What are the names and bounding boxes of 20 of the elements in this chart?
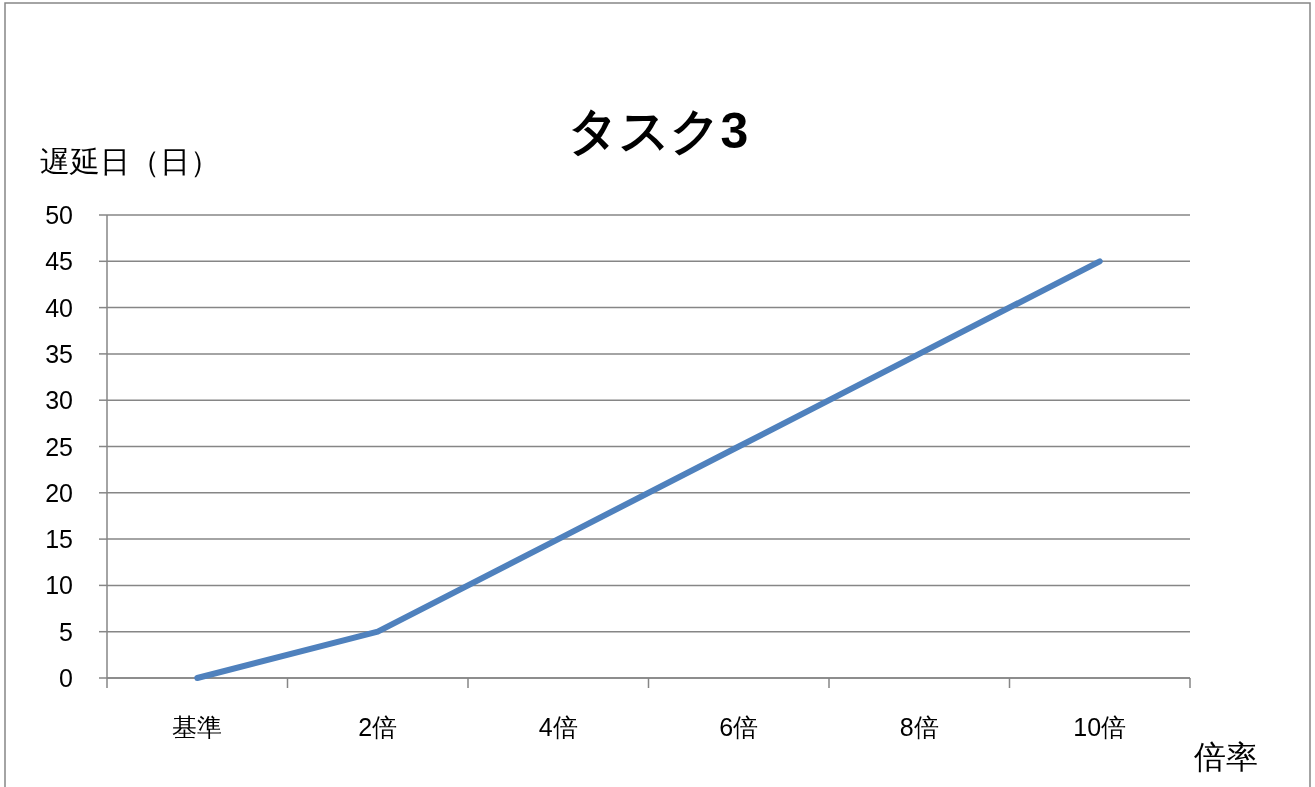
ylabel: 遅延日（日） (40, 145, 220, 178)
ytick: 35 (45, 339, 73, 368)
title: タスク3 (567, 103, 749, 159)
ytick: 20 (45, 478, 73, 507)
ytick: 40 (45, 293, 73, 322)
ytick: 0 (59, 664, 73, 692)
xtick: 基準 (172, 713, 223, 741)
ytick: 50 (45, 201, 73, 229)
xtick: 10倍 (1073, 713, 1127, 741)
xtick: 2倍 (358, 713, 398, 741)
ytick: 45 (45, 247, 73, 276)
ytick: 15 (45, 525, 73, 554)
xlabel: 倍率 (1194, 739, 1258, 775)
xtick: 8倍 (899, 713, 939, 741)
xtick: 4倍 (538, 713, 578, 741)
ytick: 10 (45, 571, 73, 600)
ytick: 25 (45, 432, 73, 461)
xtick: 6倍 (719, 713, 759, 741)
ytick: 5 (59, 617, 73, 646)
ytick: 30 (45, 386, 73, 415)
